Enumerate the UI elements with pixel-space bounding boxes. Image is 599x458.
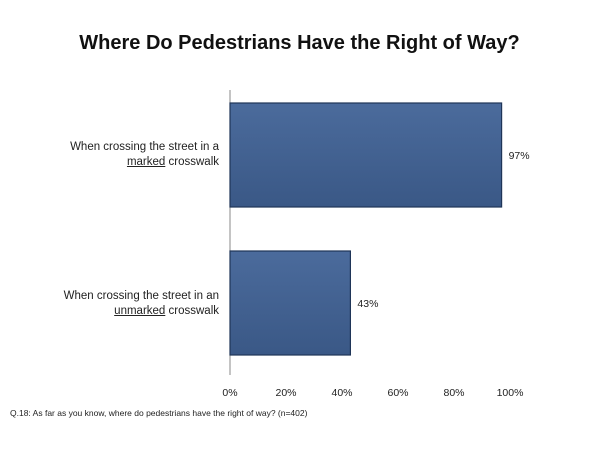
category-label-emphasis: marked [126,156,166,168]
bar [229,250,352,356]
category-label-tail: crosswalk [168,305,219,317]
data-label: 43% [357,298,378,310]
chart-title: Where Do Pedestrians Have the Right of W… [79,32,520,54]
data-label: 97% [509,150,530,162]
x-tick-label: 20% [275,387,296,399]
bar [229,102,503,208]
category-label-unmarked: When crossing the street in an unmarked … [4,289,219,319]
x-tick-label: 40% [331,387,352,399]
footnote: Q.18: As far as you know, where do pedes… [10,408,308,418]
category-label-tail: crosswalk [168,156,219,168]
category-label-marked: When crossing the street in a marked cro… [4,140,219,170]
x-tick-label: 60% [387,387,408,399]
x-tick-label: 80% [443,387,464,399]
category-label-line: When crossing the street in a [70,141,219,153]
category-label-emphasis: unmarked [114,305,166,317]
category-label-line: When crossing the street in an [63,290,219,302]
x-tick-label: 100% [497,387,524,399]
x-tick-label: 0% [222,387,237,399]
